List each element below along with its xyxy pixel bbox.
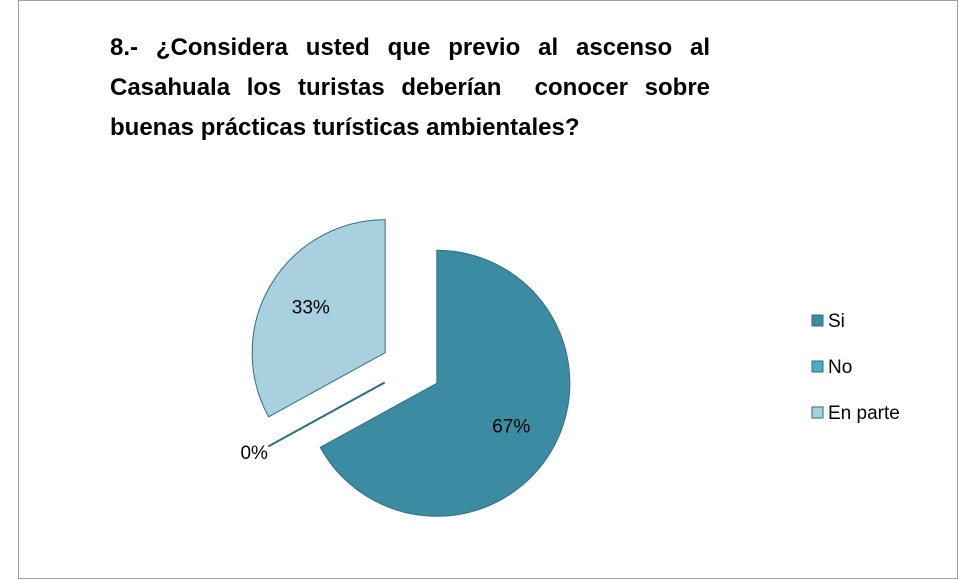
legend-swatch (811, 406, 824, 419)
legend-label: No (828, 357, 852, 378)
data-label: 67% (492, 416, 530, 437)
legend-label: En parte (828, 403, 900, 424)
legend-swatch (811, 314, 824, 327)
pie-slice (319, 249, 571, 517)
legend-label: Si (828, 311, 845, 332)
data-label: 33% (292, 298, 330, 319)
chart-title: 8.- ¿Considera usted que previo al ascen… (110, 34, 717, 141)
chart-border (18, 0, 958, 579)
pie-slice (251, 219, 386, 418)
legend-swatch (811, 360, 824, 373)
data-label: 0% (240, 443, 268, 464)
